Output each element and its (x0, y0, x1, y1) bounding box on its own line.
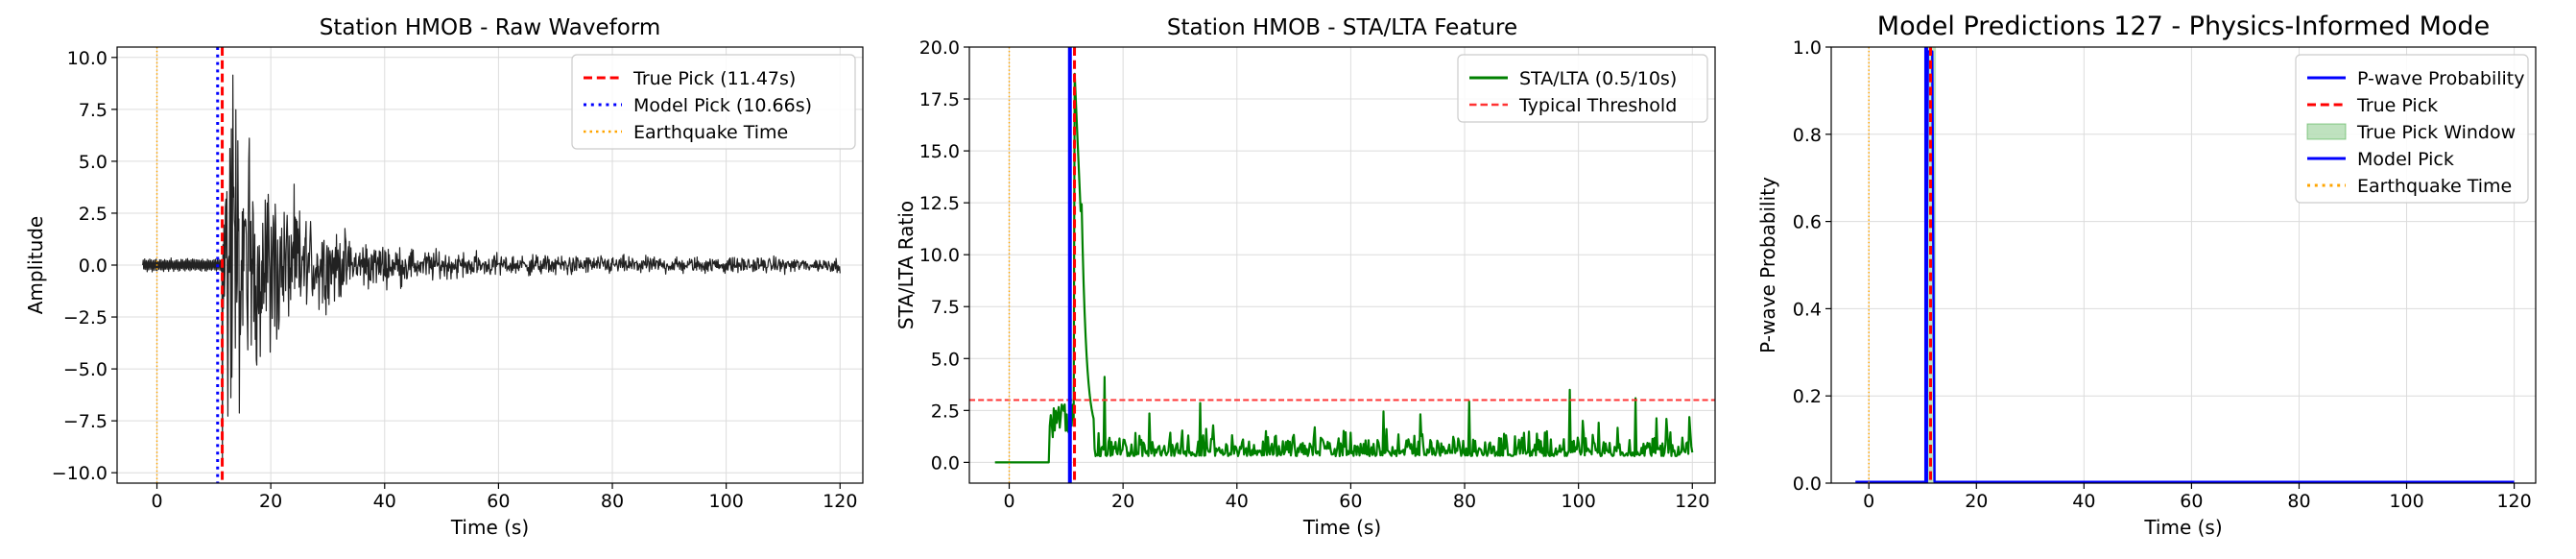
x-tick-label: 0 (1003, 491, 1014, 512)
x-tick-label: 120 (1675, 491, 1709, 512)
x-axis-label: Time (s) (2143, 516, 2222, 539)
x-tick-label: 120 (823, 491, 857, 512)
legend-box (571, 54, 856, 150)
y-tick-label: 0.4 (1793, 299, 1822, 320)
legend-label: True Pick Window (2356, 122, 2516, 143)
plot-area (1855, 47, 2515, 483)
chart-panel-1: 0 20 40 60 80 100 120 −10.0 −7.5 −5.0 −2.5 0.0 2.5 5.… (24, 15, 864, 539)
legend-label: Earthquake Time (633, 122, 788, 143)
y-tick-label: −7.5 (63, 411, 107, 432)
legend-label: P-wave Probability (2357, 68, 2525, 89)
chart-panel-2: 0 20 40 60 80 100 120 0.0 2.5 5.0 7.5 10.0 12.5 15.0 1… (894, 15, 1716, 539)
x-tick-label: 100 (2389, 491, 2423, 512)
x-tick-label: 20 (259, 491, 282, 512)
y-tick-label: −5.0 (63, 359, 107, 380)
legend-label: Model Pick (2357, 149, 2454, 170)
series-line-1 (994, 72, 1694, 464)
legend-box (1457, 54, 1708, 123)
y-tick-label: 2.5 (79, 204, 107, 225)
axes-frame (1830, 46, 2537, 484)
x-tick-label: 0 (151, 491, 162, 512)
x-tick-label: 80 (1453, 491, 1476, 512)
y-tick-label: 5.0 (931, 349, 960, 370)
y-tick-label: −2.5 (63, 307, 107, 328)
y-tick-label: 0.0 (931, 452, 960, 474)
y-tick-label: 0.8 (1793, 125, 1822, 146)
y-tick-label: 17.5 (919, 89, 960, 110)
y-tick-label: 0.6 (1793, 212, 1822, 233)
y-tick-label: 0.0 (79, 255, 107, 277)
series-line-1 (1855, 50, 2515, 483)
legend: True Pick (11.47s) Model Pick (10.66s) Ear… (571, 54, 856, 150)
legend-box (2295, 54, 2529, 204)
series-line-1 (142, 74, 841, 463)
legend: STA/LTA (0.5/10s) Typical Threshold (1457, 54, 1708, 123)
legend-swatch (2306, 123, 2347, 140)
x-axis-label: Time (s) (1302, 516, 1381, 539)
x-tick-label: 40 (373, 491, 396, 512)
y-tick-label: 0.0 (1793, 474, 1822, 495)
y-tick-label: 2.5 (931, 401, 960, 422)
y-tick-label: 10.0 (919, 245, 960, 266)
legend-label: Model Pick (10.66s) (633, 95, 812, 116)
x-tick-label: 100 (709, 491, 744, 512)
plot-area (969, 47, 1715, 483)
y-axis-label: STA/LTA Ratio (894, 201, 918, 329)
y-tick-label: 0.2 (1793, 386, 1822, 407)
x-tick-label: 60 (1339, 491, 1362, 512)
chart-title: Model Predictions 127 - Physics-Informed… (1877, 12, 2490, 41)
legend-label: Typical Threshold (1518, 95, 1677, 116)
plot-area (142, 47, 841, 483)
y-tick-label: 5.0 (79, 152, 107, 173)
y-tick-label: 15.0 (919, 141, 960, 162)
chart-title: Station HMOB - Raw Waveform (320, 15, 660, 40)
x-tick-label: 40 (1226, 491, 1249, 512)
legend-label: True Pick (11.47s) (632, 68, 796, 89)
y-tick-label: 10.0 (67, 48, 107, 69)
x-tick-label: 80 (2287, 491, 2310, 512)
x-tick-label: 20 (1111, 491, 1134, 512)
x-axis-label: Time (s) (450, 516, 529, 539)
x-tick-label: 120 (2496, 491, 2531, 512)
x-tick-label: 80 (601, 491, 624, 512)
y-tick-label: 20.0 (919, 37, 960, 59)
x-tick-label: 0 (1863, 491, 1874, 512)
y-tick-label: −10.0 (52, 463, 107, 484)
legend-label: True Pick (2356, 95, 2438, 116)
legend-label: STA/LTA (0.5/10s) (1519, 68, 1677, 89)
x-tick-label: 40 (2072, 491, 2095, 512)
x-tick-label: 60 (2180, 491, 2203, 512)
legend-label: Earthquake Time (2357, 176, 2512, 197)
y-tick-label: 7.5 (931, 297, 960, 318)
chart-panel-3: 0 20 40 60 80 100 120 0.0 0.2 0.4 0.6 0.8 1.0 Model P… (1756, 12, 2537, 539)
axes-frame (968, 46, 1716, 484)
y-tick-label: 1.0 (1793, 37, 1822, 59)
y-tick-label: 12.5 (919, 193, 960, 214)
x-tick-label: 60 (487, 491, 510, 512)
x-tick-label: 20 (1965, 491, 1988, 512)
legend: P-wave Probability True Pick True Pick Win… (2295, 54, 2529, 204)
y-axis-label: P-wave Probability (1756, 177, 1779, 353)
y-tick-label: 7.5 (79, 100, 107, 121)
chart-title: Station HMOB - STA/LTA Feature (1167, 15, 1517, 40)
y-axis-label: Amplitude (24, 216, 47, 315)
x-tick-label: 100 (1562, 491, 1596, 512)
